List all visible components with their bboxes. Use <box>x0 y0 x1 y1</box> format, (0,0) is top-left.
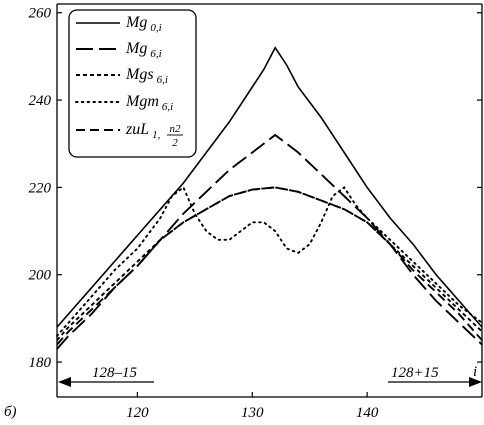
series-layer <box>56 46 483 350</box>
y-tick-label: 180 <box>29 355 52 371</box>
left-range-label: 128–15 <box>92 365 138 381</box>
legend-box <box>68 9 197 158</box>
legend-label: Mgm 6,i <box>125 93 173 113</box>
legend-label: Mgs 6,i <box>125 66 168 86</box>
legend-frac-num: n2 <box>170 123 182 135</box>
legend-frac-den: 2 <box>172 137 178 149</box>
y-tick-label: 220 <box>29 180 52 196</box>
ticks-layer: 180 200 220 240 260 120 130 140 <box>29 6 482 421</box>
series-line-2 <box>56 133 483 350</box>
x-tick-label: 120 <box>126 405 149 421</box>
x-axis-label: i <box>473 364 477 380</box>
left-arrow-icon <box>58 377 71 387</box>
y-tick-label: 240 <box>29 93 52 109</box>
legend-items: Mg 0,i Mg 6,i Mgs 6,i Mgm 6,i zuL 1, n2 2 <box>75 14 183 149</box>
series-line-1 <box>56 46 483 328</box>
series-line-3 <box>56 186 483 341</box>
right-arrow-icon <box>469 377 482 387</box>
plot-frame <box>56 3 483 398</box>
panel-label: б) <box>4 404 17 420</box>
x-tick-label: 140 <box>356 405 379 421</box>
legend-label: zuL 1, <box>125 121 161 141</box>
legend-label: Mg 6,i <box>125 40 162 60</box>
series-line-5 <box>56 186 483 346</box>
x-tick-label: 130 <box>241 405 264 421</box>
legend: Mg 0,i Mg 6,i Mgs 6,i Mgm 6,i zuL 1, n2 2 <box>68 9 197 158</box>
series-line-4 <box>56 185 483 337</box>
legend-label: Mg 0,i <box>125 14 162 34</box>
y-tick-label: 260 <box>29 6 52 22</box>
annotation-layer: 128–15 128+15 <box>58 365 482 387</box>
y-tick-label: 200 <box>29 268 52 284</box>
right-range-label: 128+15 <box>391 365 439 381</box>
